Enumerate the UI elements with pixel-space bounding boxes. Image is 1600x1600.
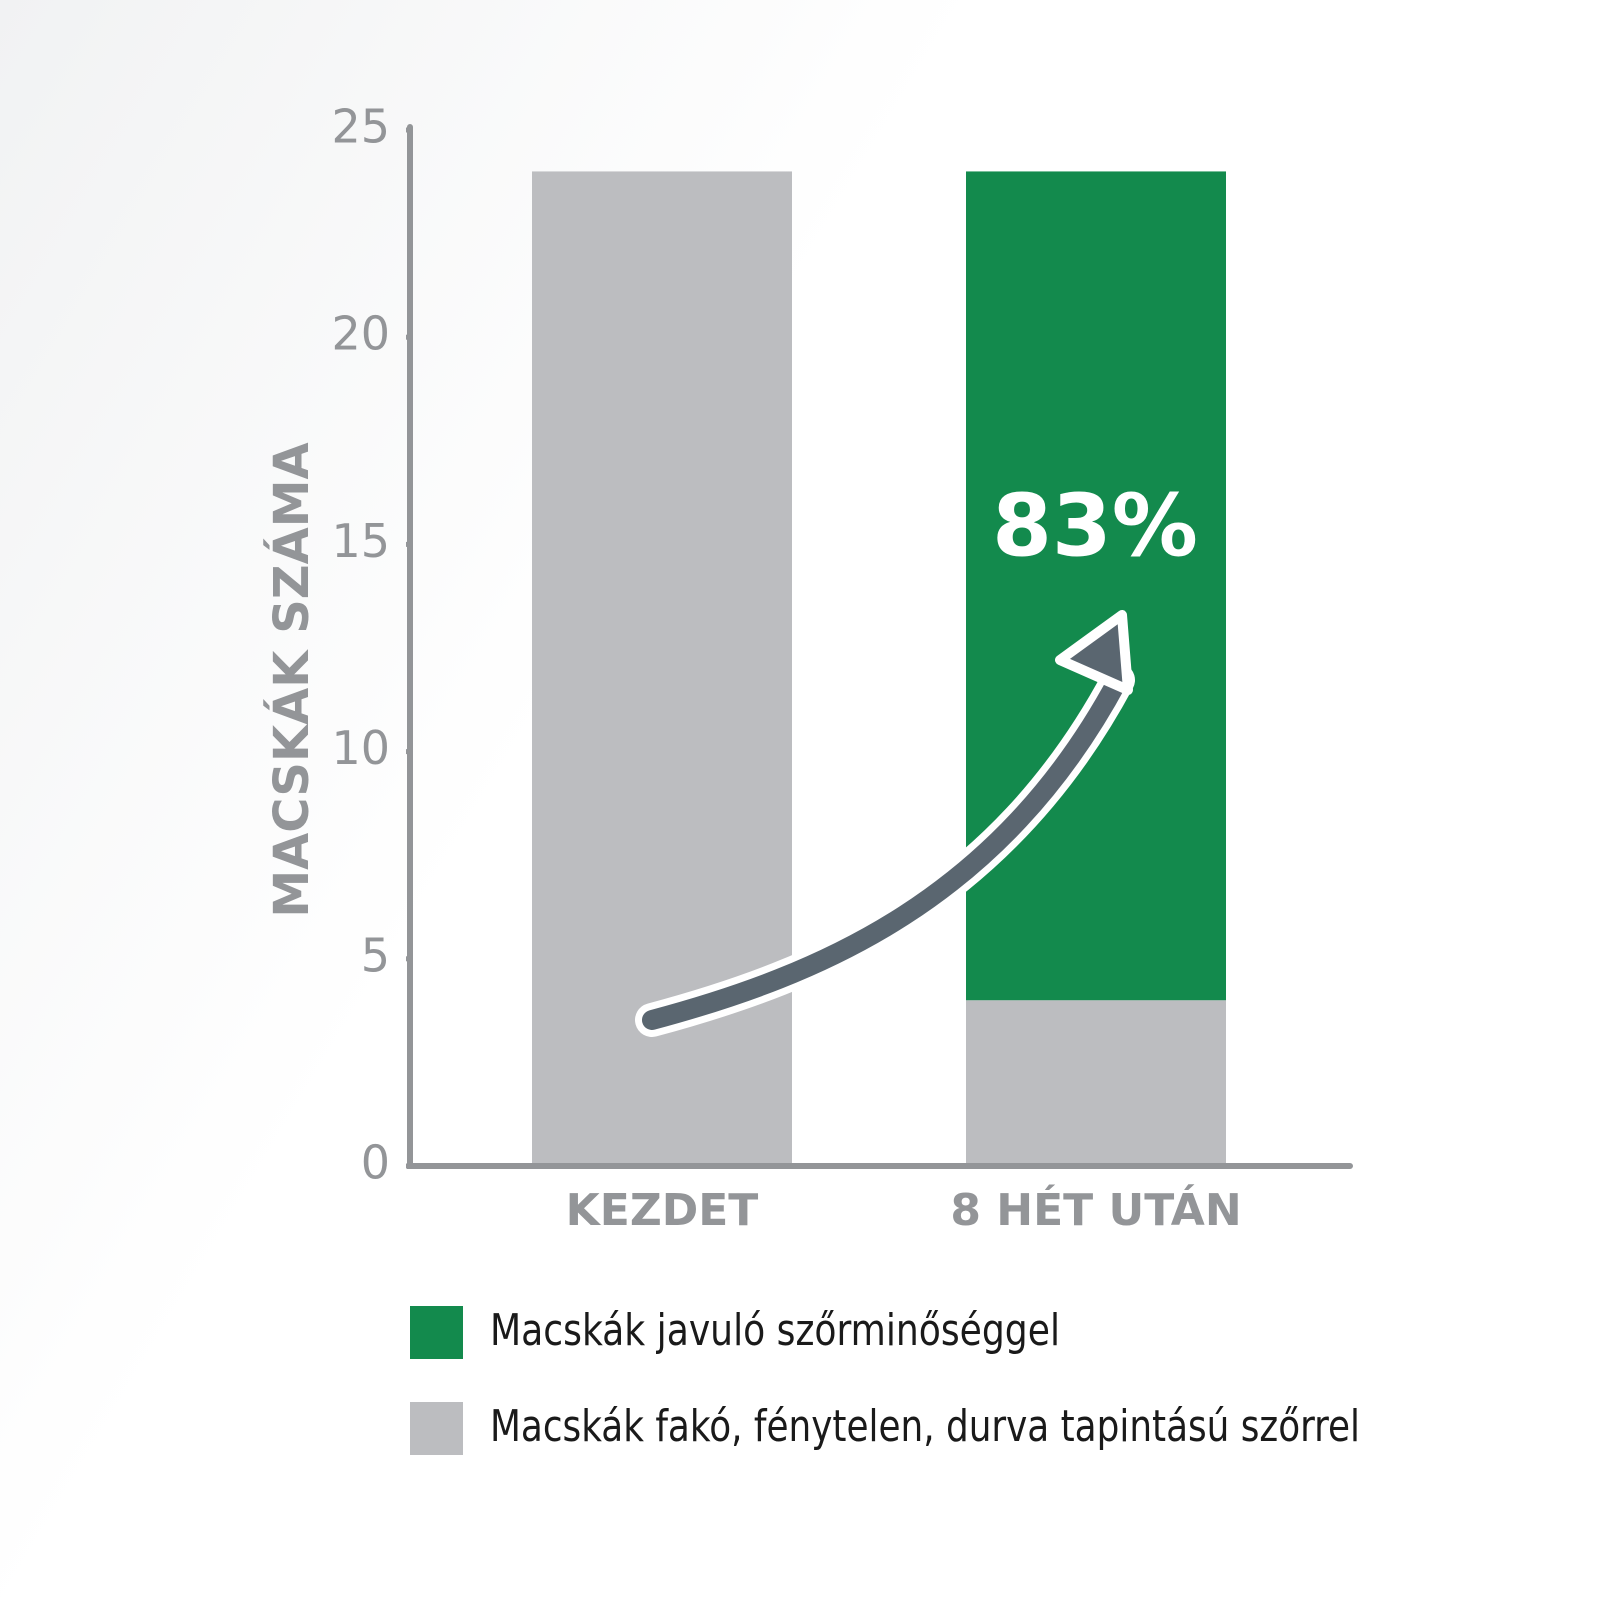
y-tick-label: 20 [331, 307, 390, 361]
arrow-head [1055, 610, 1133, 695]
legend-swatch [410, 1306, 463, 1359]
legend-label: Macskák javuló szőrminőséggel [490, 1305, 1060, 1356]
y-tick-label: 0 [361, 1136, 390, 1190]
bar-segment [966, 1000, 1226, 1166]
legend-swatch [410, 1402, 463, 1455]
plot-area: 0 5 10 15 20 25 KEZDET 8 HÉT UTÁN Macskák javuló… [331, 100, 1360, 1455]
x-tick-label: KEZDET [566, 1185, 759, 1236]
x-tick-label: 8 HÉT UTÁN [950, 1183, 1241, 1236]
legend-label: Macskák fakó, fénytelen, durva tapintású… [490, 1401, 1360, 1452]
annotation: 83% [992, 476, 1198, 576]
arrow-shaft [642, 670, 1128, 1030]
y-axis-label: MACSKÁK SZÁMA [263, 442, 320, 917]
axis-line [407, 124, 1353, 1169]
arrow [635, 610, 1135, 1037]
y-tick-label: 15 [331, 514, 390, 568]
y-tick-label: 10 [331, 721, 390, 775]
bar-segment [966, 171, 1226, 1001]
y-tick-label: 5 [361, 928, 390, 982]
y-tick-label: 25 [331, 100, 390, 154]
